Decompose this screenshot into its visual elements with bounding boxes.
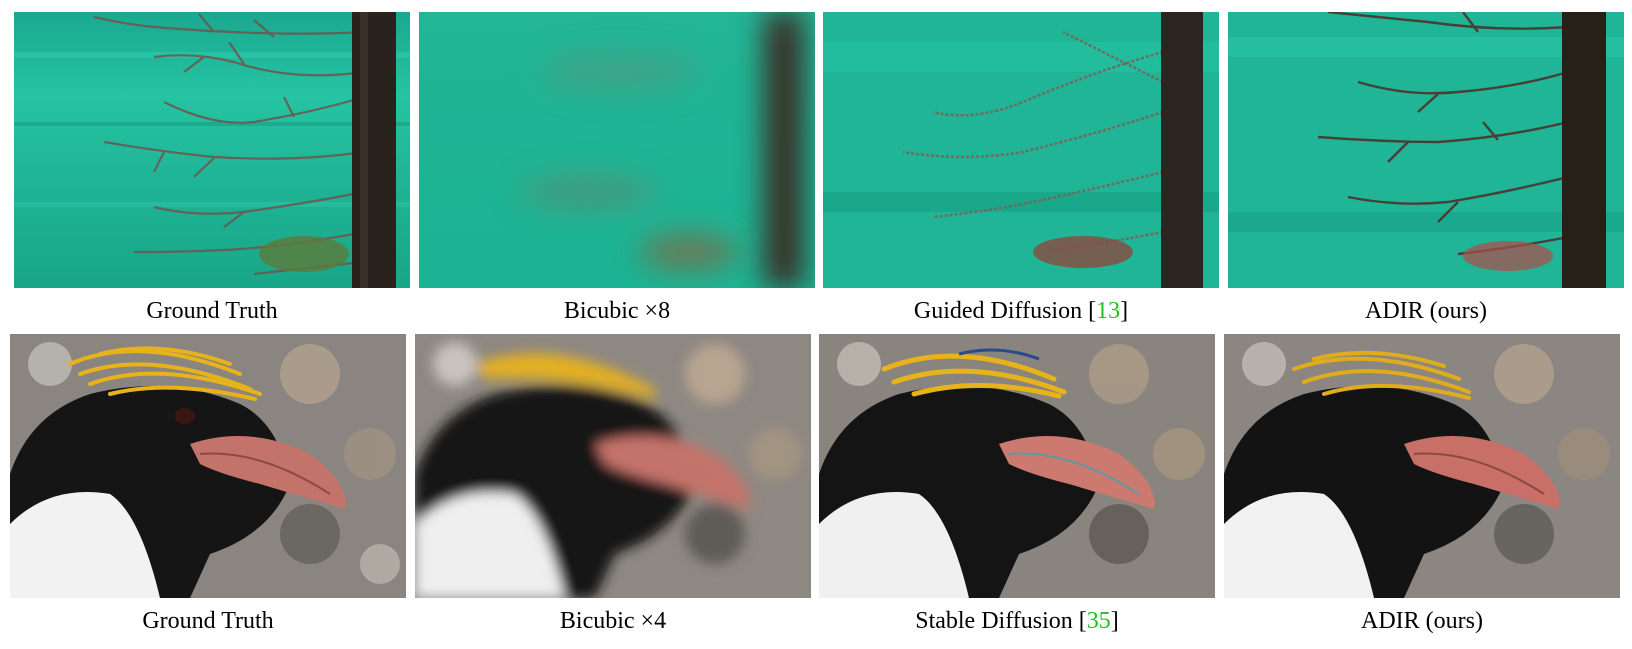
image-tree-ground-truth [14,12,410,288]
caption-adir: ADIR (ours) [1365,298,1487,324]
caption-adir-2: ADIR (ours) [1361,608,1483,634]
caption-ground-truth-2: Ground Truth [142,608,274,634]
caption-bicubic-2: Bicubic ×4 [559,608,667,634]
image-penguin-adir [1224,334,1620,598]
caption-stable-diffusion: Stable Diffusion [35] [915,608,1119,634]
caption-ground-truth: Ground Truth [146,298,278,324]
citation-link-2[interactable]: 35 [1086,608,1111,634]
caption-bicubic: Bicubic ×8 [563,298,671,324]
image-tree-guided-diffusion [823,12,1219,288]
image-penguin-stable-diffusion [819,334,1215,598]
image-tree-bicubic [419,12,815,288]
caption-guided-diffusion: Guided Diffusion [13] [913,298,1129,324]
image-tree-adir [1228,12,1624,288]
image-penguin-ground-truth [10,334,406,598]
citation-link[interactable]: 13 [1096,298,1121,324]
image-penguin-bicubic [415,334,811,598]
